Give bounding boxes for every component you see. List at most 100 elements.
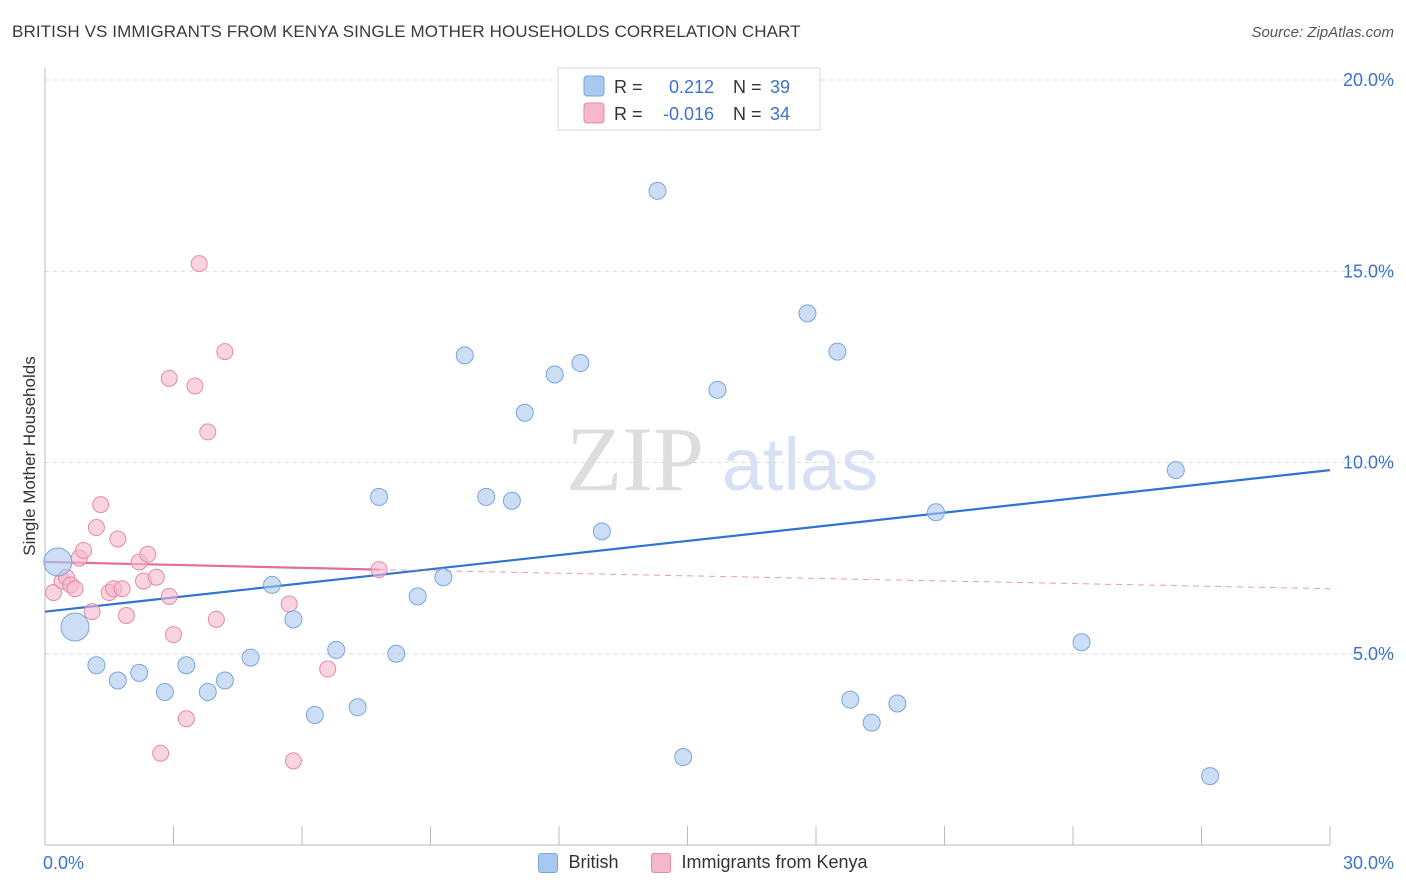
- x-tick-label: 30.0%: [1343, 853, 1394, 873]
- watermark: ZIP atlas: [566, 408, 878, 510]
- legend-bottom-label-british: British: [568, 852, 619, 872]
- legend-top: R = 0.212 N = 39 R = -0.016 N = 34: [557, 67, 821, 131]
- point-british: [571, 354, 590, 373]
- point-british: [284, 610, 303, 629]
- y-tick-label: 20.0%: [1343, 70, 1394, 90]
- point-british: [502, 491, 521, 510]
- trend-line-kenya-extension: [379, 569, 1331, 590]
- point-kenya: [186, 377, 204, 395]
- point-kenya: [370, 561, 388, 579]
- point-kenya: [177, 710, 195, 728]
- point-british: [241, 648, 260, 667]
- legend-n-value-kenya: 34: [770, 104, 790, 124]
- point-british: [60, 612, 90, 642]
- point-british: [708, 380, 727, 399]
- point-kenya: [190, 255, 208, 273]
- legend-bottom: British Immigrants from Kenya: [0, 852, 1406, 878]
- point-kenya: [165, 626, 182, 644]
- point-british: [305, 705, 324, 724]
- point-british: [841, 690, 860, 709]
- legend-n-value-british: 39: [770, 77, 790, 97]
- point-kenya: [109, 530, 127, 548]
- chart-title: BRITISH VS IMMIGRANTS FROM KENYA SINGLE …: [12, 22, 801, 41]
- y-tick-label: 15.0%: [1343, 261, 1394, 281]
- point-british: [674, 748, 693, 767]
- legend-item-kenya: Immigrants from Kenya: [651, 852, 868, 873]
- point-british: [515, 403, 534, 422]
- axes: [44, 68, 1331, 846]
- legend-bottom-label-kenya: Immigrants from Kenya: [681, 852, 868, 872]
- point-kenya: [160, 587, 178, 605]
- point-british: [327, 640, 346, 659]
- point-british: [798, 304, 817, 323]
- legend-r-label-kenya: R =: [614, 104, 643, 124]
- legend-r-value-british: 0.212: [669, 77, 714, 97]
- legend-bottom-swatch-british: [538, 852, 559, 873]
- trend-lines: [44, 469, 1331, 613]
- point-british: [155, 683, 174, 701]
- point-kenya: [92, 496, 110, 514]
- legend-bottom-swatch-kenya: [651, 852, 672, 873]
- source-label: Source: ZipAtlas.com: [1251, 24, 1394, 41]
- legend-r-label-british: R =: [614, 77, 643, 97]
- watermark-atlas: atlas: [722, 423, 878, 506]
- point-british: [477, 487, 496, 506]
- legend-swatch-british: [583, 75, 605, 97]
- point-kenya: [160, 369, 178, 387]
- y-tick-label: 5.0%: [1353, 644, 1394, 664]
- grid-lines: [45, 79, 1395, 655]
- point-british: [888, 694, 907, 713]
- point-british: [215, 671, 234, 690]
- point-british: [434, 568, 453, 587]
- point-kenya: [117, 607, 135, 624]
- point-british: [43, 547, 73, 577]
- legend-item-british: British: [538, 852, 618, 873]
- point-british: [263, 575, 282, 594]
- point-british: [108, 671, 127, 690]
- legend-swatch-kenya: [583, 102, 605, 124]
- data-points: [43, 181, 1220, 786]
- watermark-zip: ZIP: [566, 408, 704, 510]
- trend-line-british: [44, 469, 1331, 613]
- point-british: [828, 342, 847, 361]
- legend-n-label-kenya: N =: [733, 104, 762, 124]
- point-british: [130, 663, 149, 682]
- point-kenya: [45, 584, 63, 602]
- point-kenya: [75, 541, 93, 559]
- point-british: [370, 487, 389, 506]
- point-kenya: [284, 752, 302, 770]
- point-british: [387, 644, 406, 663]
- point-kenya: [87, 519, 105, 537]
- point-kenya: [216, 343, 234, 361]
- y-tick-label: 10.0%: [1343, 453, 1394, 473]
- point-kenya: [319, 660, 337, 678]
- point-kenya: [152, 744, 170, 762]
- point-british: [348, 698, 367, 717]
- point-kenya: [147, 568, 165, 586]
- point-british: [1072, 633, 1091, 652]
- point-british: [1166, 461, 1185, 480]
- point-british: [1201, 767, 1220, 786]
- x-tick-label: 0.0%: [43, 853, 84, 873]
- point-british: [648, 181, 667, 200]
- point-british: [926, 503, 945, 522]
- point-british: [545, 365, 564, 384]
- point-kenya: [207, 610, 225, 628]
- trend-line-kenya: [44, 560, 380, 571]
- point-british: [198, 683, 217, 701]
- point-kenya: [199, 423, 217, 441]
- point-british: [87, 656, 106, 675]
- point-kenya: [280, 595, 298, 613]
- legend-r-value-kenya: -0.016: [663, 104, 714, 124]
- point-british: [455, 346, 474, 365]
- point-british: [408, 587, 427, 606]
- point-british: [592, 522, 611, 541]
- point-kenya: [66, 580, 84, 598]
- point-kenya: [83, 603, 101, 621]
- point-kenya: [113, 580, 131, 598]
- legend-n-label-british: N =: [733, 77, 762, 97]
- tick-labels: 5.0% 10.0% 15.0% 20.0% 0.0% 30.0%: [43, 70, 1394, 873]
- point-british: [177, 656, 196, 675]
- point-kenya: [139, 545, 157, 563]
